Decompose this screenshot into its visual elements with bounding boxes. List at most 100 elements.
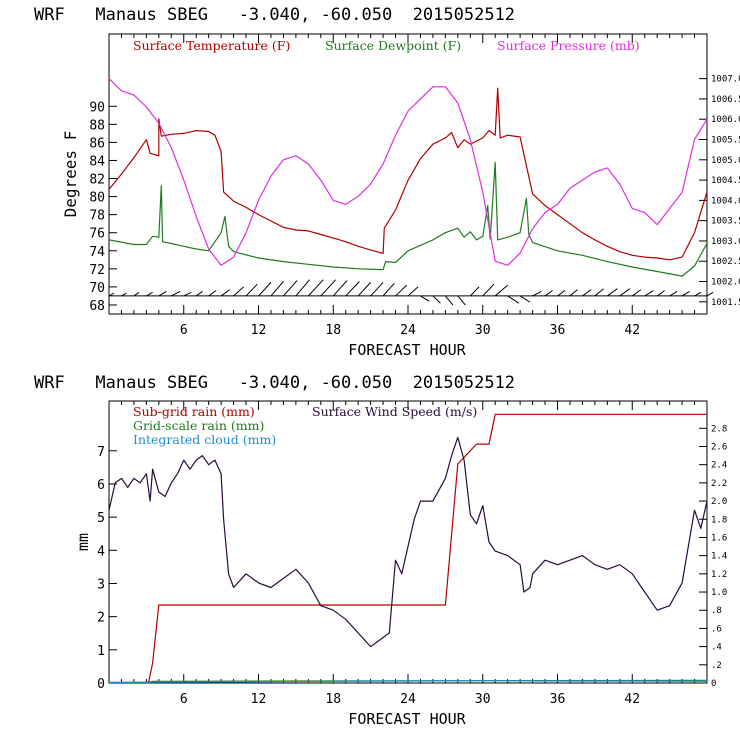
wind-barb <box>607 288 618 297</box>
x-tick-labels: 6 12 18 24 30 36 42 <box>180 692 640 707</box>
series-surface-pressure-mb <box>108 78 708 266</box>
wind-barb <box>332 280 348 297</box>
legend-subgrid-rain: Sub-grid rain (mm) <box>133 404 255 419</box>
wind-barbs <box>108 279 714 306</box>
y-tick-label: 78 <box>89 209 105 224</box>
x-tick-label: 18 <box>325 323 341 338</box>
y2-tick-label: 1003.5 <box>711 217 740 227</box>
y-axis-label: mm <box>74 533 92 551</box>
y-tick-label: 68 <box>89 299 105 314</box>
wind-barb <box>270 281 284 297</box>
y-tick-label: 86 <box>89 136 105 151</box>
y2-tick-label: 1.0 <box>711 588 727 598</box>
y2-tick-label: 2.6 <box>711 442 727 452</box>
wind-barb <box>220 289 231 297</box>
y-tick-label: 2 <box>97 611 105 626</box>
x-tick-label: 12 <box>251 323 267 338</box>
wind-barb <box>432 295 441 304</box>
legend-dewpoint: Surface Dewpoint (F) <box>325 38 461 53</box>
y2-tick-label: 1.2 <box>711 570 727 580</box>
wind-barb <box>469 286 480 297</box>
series-surface-wind-speed-m-s <box>108 436 708 648</box>
chart-title: WRF Manaus SBEG -3.040, -60.050 20150525… <box>34 5 515 25</box>
x-tick-label: 36 <box>550 692 566 707</box>
wind-barb <box>420 295 430 302</box>
wind-barb <box>158 290 167 297</box>
wind-barb <box>295 279 310 297</box>
wind-barb <box>395 284 408 297</box>
wind-barb <box>283 280 298 297</box>
series-surface-dewpoint-f <box>108 161 708 277</box>
legend-temperature: Surface Temperature (F) <box>133 38 290 53</box>
y2-tick-label: 1004.5 <box>711 176 740 186</box>
x-tick-label: 12 <box>251 692 267 707</box>
y2-tick-label: 2.0 <box>711 497 727 507</box>
y2-tick-label: 2.4 <box>711 461 727 471</box>
legend-pressure: Surface Pressure (mb) <box>497 38 640 53</box>
y2-tick-label: 1.6 <box>711 533 727 543</box>
wind-barb <box>669 290 678 297</box>
y-tick-label: 0 <box>97 677 105 692</box>
y2-tick-label: 1005.5 <box>711 136 740 146</box>
x-tick-label: 24 <box>400 323 416 338</box>
wind-barb <box>706 291 714 297</box>
y2-tick-label: 1006.5 <box>711 95 740 105</box>
wind-barb <box>146 291 153 297</box>
y2-tick-label: 1.4 <box>711 552 727 562</box>
y-tick-label: 6 <box>97 478 105 493</box>
y-tick-label: 88 <box>89 118 105 133</box>
wind-barb <box>233 286 244 297</box>
x-tick-label: 6 <box>180 323 188 338</box>
series-group <box>108 413 708 684</box>
y-tick-label: 72 <box>89 263 105 278</box>
y2-tick-labels: 0 .2 .4 .6 .8 1.0 1.2 1.4 1.6 1.8 2.0 2.2 2.4 2.6 2.8 <box>711 424 727 689</box>
series-integrated-cloud-mm <box>108 680 708 683</box>
wind-barb <box>245 283 258 297</box>
y-tick-label: 80 <box>89 191 105 206</box>
wind-barb <box>370 282 384 297</box>
y-tick-labels: 68 70 72 74 76 78 80 82 84 86 88 90 <box>89 100 105 314</box>
y-tick-label: 70 <box>89 281 105 296</box>
wind-barb <box>133 291 140 297</box>
y-tick-label: 3 <box>97 577 105 592</box>
x-tick-label: 30 <box>475 323 491 338</box>
wind-barb <box>681 290 690 297</box>
x-tick-label: 36 <box>550 323 566 338</box>
y2-tick-label: 2.2 <box>711 479 727 489</box>
wind-barb <box>457 295 466 306</box>
y2-tick-label: 1.8 <box>711 515 727 525</box>
x-tick-labels: 6 12 18 24 30 36 42 <box>180 323 640 338</box>
y2-tick-label: 1005.0 <box>711 156 740 166</box>
y2-tick-label: 1002.5 <box>711 257 740 267</box>
y-tick-label: 74 <box>89 245 105 260</box>
x-tick-label: 18 <box>325 692 341 707</box>
wind-barb <box>320 279 337 297</box>
wind-barb <box>569 289 578 297</box>
wind-barb <box>407 286 419 297</box>
y-tick-label: 7 <box>97 445 105 460</box>
wind-barb <box>594 288 604 297</box>
x-tick-label: 42 <box>624 323 640 338</box>
wind-barb <box>357 282 371 297</box>
wind-barb <box>382 282 395 297</box>
wind-barb <box>619 288 631 297</box>
y2-tick-labels: 1001.5 1002.0 1002.5 1003.0 1003.5 1004.0 1004… <box>711 75 740 308</box>
y2-tick-label: 1007.0 <box>711 75 740 85</box>
x-axis-label: FORECAST HOUR <box>348 341 466 359</box>
legend-wind-speed: Surface Wind Speed (m/s) <box>312 404 477 419</box>
wind-barb <box>494 284 508 297</box>
y2-tick-label: 1002.0 <box>711 278 740 288</box>
wind-barb <box>631 289 642 297</box>
wind-barb <box>345 281 360 297</box>
y-axis-label: Degrees F <box>61 131 80 218</box>
y-tick-label: 76 <box>89 227 105 242</box>
y2-tick-label: .2 <box>711 661 722 671</box>
wind-barb <box>582 289 592 297</box>
series-group <box>108 78 708 277</box>
wind-barb <box>258 282 272 297</box>
y-tick-label: 84 <box>89 154 105 169</box>
wind-barb <box>195 291 203 297</box>
y-tick-label: 1 <box>97 644 105 659</box>
wind-barb <box>482 283 495 297</box>
